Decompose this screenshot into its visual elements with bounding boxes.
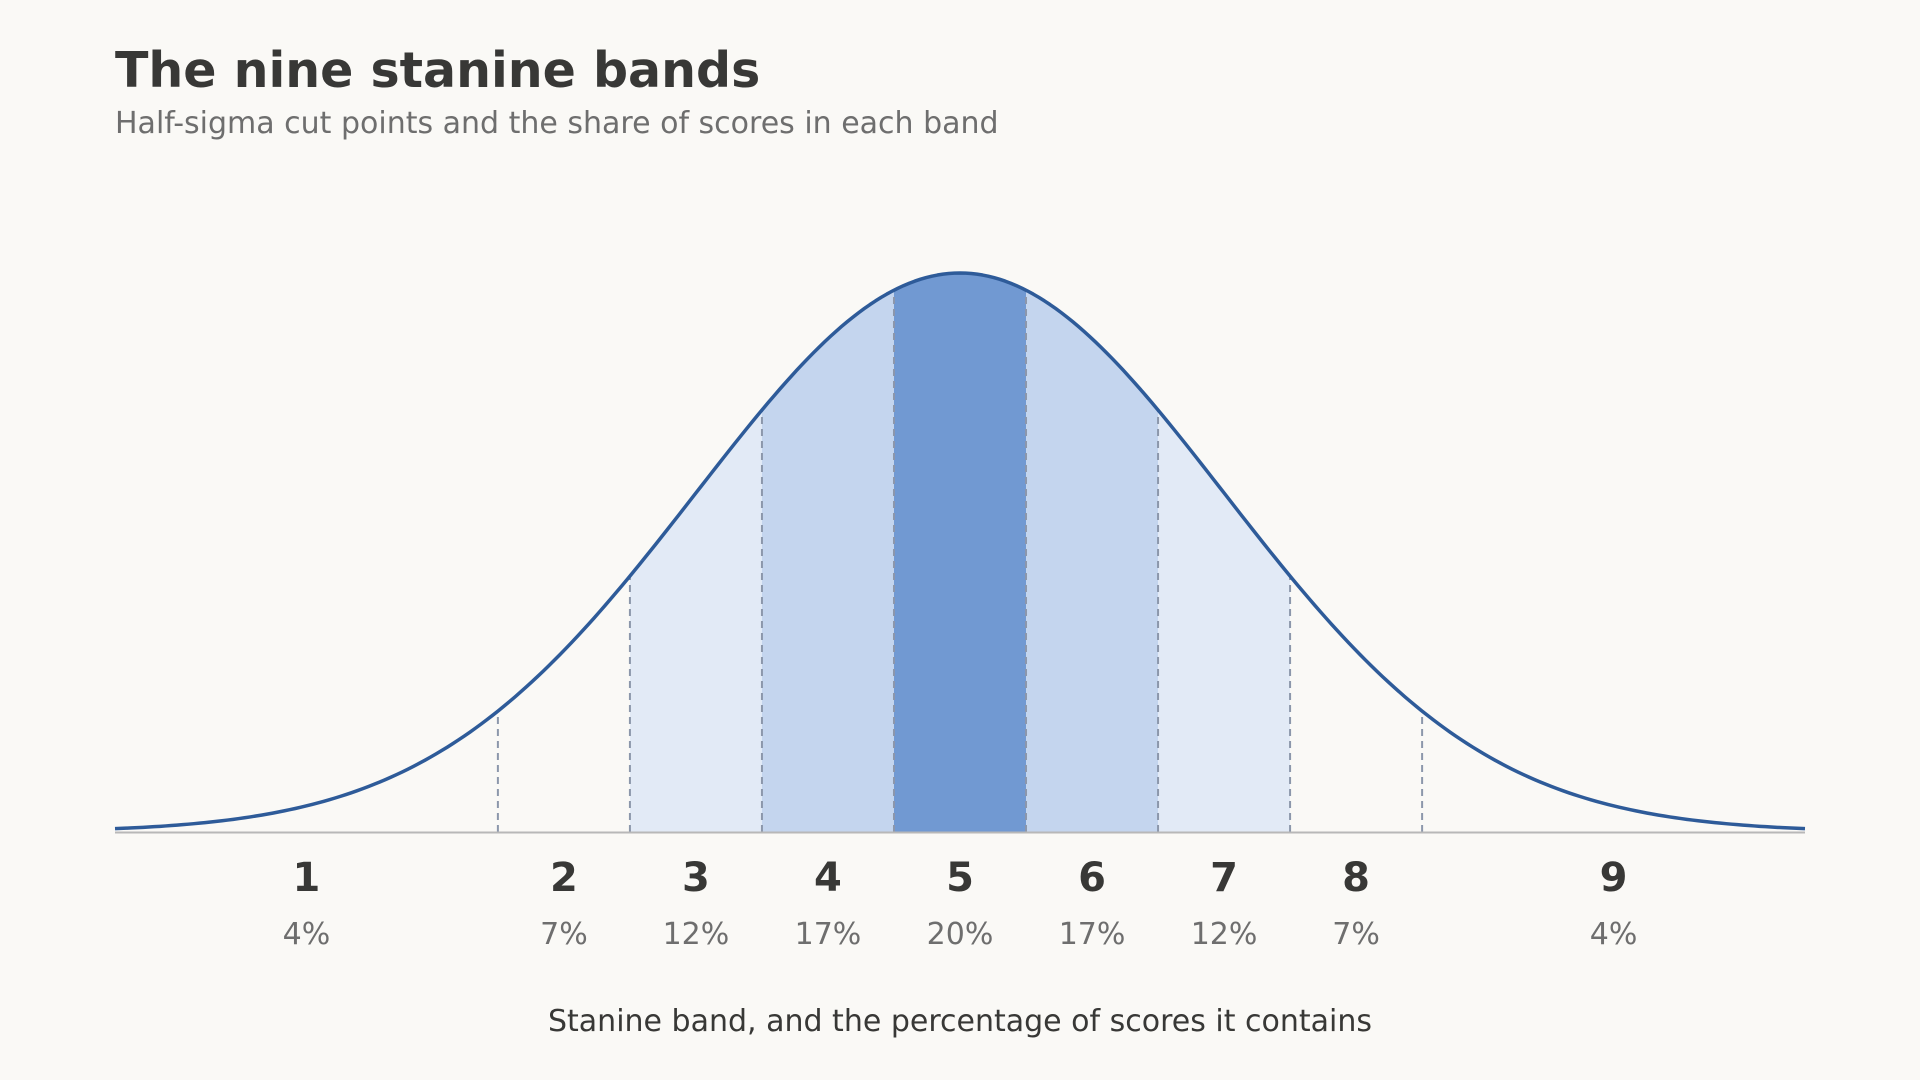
band-percent-9: 4% bbox=[1590, 917, 1638, 952]
band-fill-7 bbox=[1158, 410, 1291, 832]
chart-subtitle: Half-sigma cut points and the share of s… bbox=[115, 106, 999, 141]
band-number-7: 7 bbox=[1210, 855, 1238, 901]
cut-lines bbox=[496, 290, 1424, 832]
band-labels: 1 4% 2 7% 3 12% 4 17% 5 20% 6 17% 7 12% 8 7% 9 4% bbox=[283, 855, 1638, 952]
x-axis-label: Stanine band, and the percentage of scor… bbox=[548, 1004, 1372, 1039]
band-percent-8: 7% bbox=[1332, 917, 1380, 952]
normal-curve bbox=[114, 271, 1806, 831]
band-number-4: 4 bbox=[814, 855, 842, 901]
band-fill-3 bbox=[629, 410, 762, 832]
band-number-6: 6 bbox=[1078, 855, 1106, 901]
band-fill-6 bbox=[1026, 290, 1159, 832]
band-percent-1: 4% bbox=[283, 917, 331, 952]
band-percent-2: 7% bbox=[540, 917, 588, 952]
band-fills bbox=[629, 273, 1291, 832]
band-number-1: 1 bbox=[293, 855, 321, 901]
band-number-5: 5 bbox=[946, 855, 974, 901]
band-percent-5: 20% bbox=[927, 917, 994, 952]
band-number-3: 3 bbox=[682, 855, 710, 901]
band-percent-3: 12% bbox=[663, 917, 730, 952]
band-percent-6: 17% bbox=[1059, 917, 1126, 952]
band-percent-7: 12% bbox=[1191, 917, 1258, 952]
chart-title: The nine stanine bands bbox=[115, 42, 760, 99]
band-number-9: 9 bbox=[1600, 855, 1628, 901]
band-fill-4 bbox=[761, 290, 894, 832]
band-number-8: 8 bbox=[1342, 855, 1370, 901]
band-number-2: 2 bbox=[550, 855, 578, 901]
band-fill-5 bbox=[893, 273, 1027, 832]
band-percent-4: 17% bbox=[795, 917, 862, 952]
